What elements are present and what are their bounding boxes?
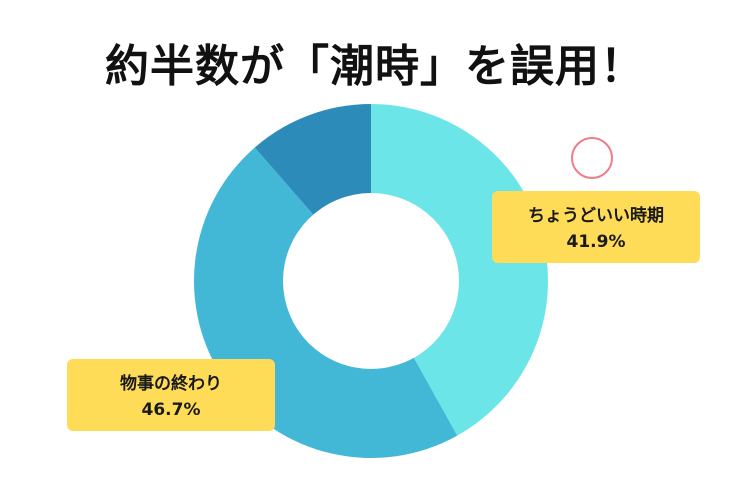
label-end-of-things-pct: 46.7% [141,400,201,420]
page-title: 約半数が「潮時」を誤用！ [105,41,645,92]
label-end-of-things: 物事の終わり 46.7% [67,359,275,431]
label-just-right-time: ちょうどいい時期 41.9% [492,191,700,263]
label-just-right-time-pct: 41.9% [566,232,626,252]
donut-hole [283,193,459,369]
correct-answer-circle-icon [571,137,613,179]
label-end-of-things-name: 物事の終わり [120,374,222,394]
label-just-right-time-name: ちょうどいい時期 [528,206,664,226]
